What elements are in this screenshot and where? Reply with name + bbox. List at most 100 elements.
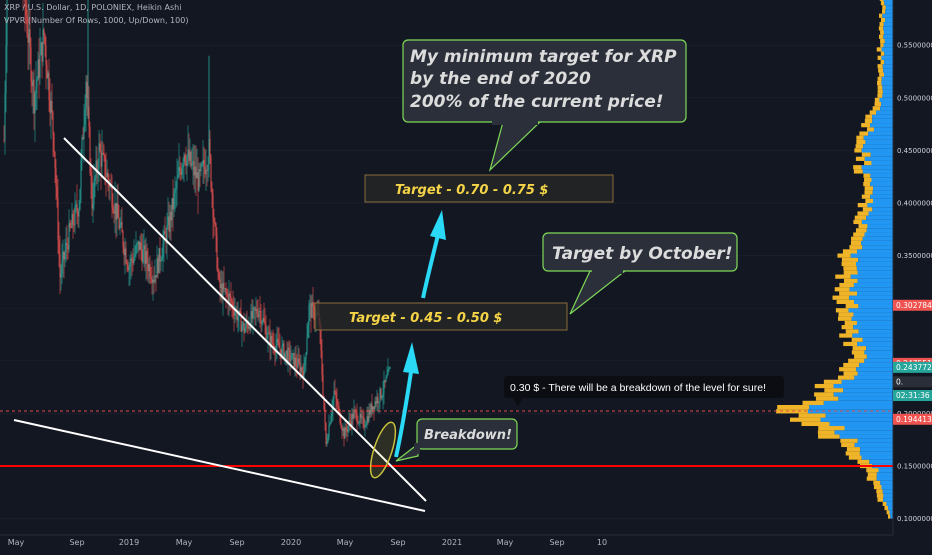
candle-body	[90, 172, 92, 177]
candle-body	[167, 216, 169, 225]
volume-bar-down	[876, 493, 884, 498]
candle-body	[250, 311, 252, 330]
candle-body	[375, 401, 377, 404]
volume-bar-down	[854, 215, 867, 220]
volume-bar-up	[873, 127, 893, 132]
candle-body	[271, 335, 273, 343]
candle-body	[98, 143, 100, 169]
volume-bar-up	[850, 253, 893, 258]
volume-bar-down	[845, 451, 860, 456]
candle-body	[186, 156, 188, 167]
candle-body	[214, 222, 216, 224]
candle-body	[126, 262, 128, 266]
candle-body	[165, 234, 167, 244]
volume-bar-up	[866, 228, 893, 233]
volume-bar-up	[866, 215, 893, 220]
volume-bar-down	[857, 203, 868, 208]
volume-bar-up	[890, 514, 893, 519]
volume-bar-up	[853, 325, 893, 330]
volume-bar-down	[873, 484, 882, 490]
volume-bar-down	[864, 190, 873, 195]
volume-bar-down	[864, 177, 872, 182]
volume-bar-up	[856, 266, 893, 271]
volume-bar-down	[855, 156, 865, 161]
candle-body	[81, 137, 83, 161]
volume-bar-down	[861, 194, 871, 199]
volume-bar-down	[874, 102, 882, 107]
volume-bar-up	[863, 135, 893, 140]
level-note-text: 0.30 $ - There will be a breakdown of th…	[510, 382, 766, 394]
candle-body	[345, 427, 347, 431]
candle-body	[350, 422, 352, 426]
candle-body	[239, 310, 241, 313]
candle-body	[203, 159, 205, 167]
candle-body	[280, 349, 282, 357]
candle-body	[84, 109, 86, 125]
volume-bar-down	[849, 245, 863, 250]
volume-bar-down	[817, 430, 835, 435]
candle-body	[331, 409, 333, 417]
candle-body	[336, 398, 338, 406]
candle-body	[58, 240, 60, 254]
volume-bar-down	[845, 303, 859, 309]
candle-body	[130, 258, 132, 265]
volume-bar-up	[854, 299, 893, 304]
candle-body	[168, 216, 170, 232]
candle-body	[285, 350, 287, 353]
volume-bar-up	[882, 93, 893, 98]
x-tick-label: 2021	[442, 538, 462, 547]
candle-body	[247, 324, 249, 329]
volume-bar-down	[843, 266, 857, 271]
y-tick-label: 0.15000000	[897, 463, 932, 471]
candle-body	[155, 275, 157, 278]
candle-body	[218, 271, 220, 279]
candle-body	[225, 288, 227, 293]
volume-bar-up	[866, 346, 893, 351]
volume-bar-up	[861, 165, 893, 170]
volume-bar-up	[861, 219, 893, 225]
volume-bar-up	[881, 484, 893, 490]
candle-body	[135, 245, 137, 254]
price-axis[interactable]: 1.050000001.000000000.950000000.90000000…	[897, 0, 932, 523]
volume-bar-up	[872, 190, 893, 195]
x-tick-label: Sep	[69, 538, 84, 547]
candle-body	[253, 307, 255, 309]
candle-body	[77, 211, 79, 217]
volume-bar-down	[877, 89, 883, 94]
candle-body	[372, 406, 374, 412]
candle-body	[263, 317, 265, 322]
volume-bar-down	[864, 160, 872, 166]
candle-body	[138, 241, 140, 250]
time-axis[interactable]: May Sep 2019 May Sep 2020 May Sep 2021 May Sep 10	[8, 538, 607, 547]
candle-body	[332, 398, 334, 410]
candle-body	[51, 100, 53, 113]
candle-body	[170, 211, 172, 221]
candle-body	[120, 221, 122, 226]
candle-body	[142, 249, 144, 263]
volume-bar-up	[884, 51, 893, 56]
candle-body	[330, 416, 332, 424]
candle-body	[70, 227, 72, 229]
candle-body	[324, 409, 326, 424]
volume-bar-down	[862, 207, 873, 212]
candle-body	[55, 168, 57, 188]
volume-bar-down	[886, 510, 890, 515]
volume-bar-down	[834, 287, 850, 292]
candle-body	[67, 245, 69, 250]
candle-body	[74, 205, 76, 226]
volume-bar-up	[857, 341, 893, 347]
candle-body	[313, 305, 315, 321]
volume-bar-up	[883, 22, 893, 27]
volume-bar-down	[857, 459, 870, 464]
candle-body	[301, 367, 303, 372]
volume-bar-up	[870, 173, 893, 178]
volume-bar-up	[865, 139, 893, 145]
breakout-ellipse	[369, 421, 397, 479]
price-badge	[893, 376, 932, 388]
y-tick-label: 0.45000000	[897, 147, 932, 155]
candle-body	[161, 257, 163, 261]
symbol-title: XRP / U.S. Dollar, 1D, POLONIEX, Heikin …	[4, 3, 182, 12]
price-badge-label: 0.24377226	[896, 363, 932, 372]
